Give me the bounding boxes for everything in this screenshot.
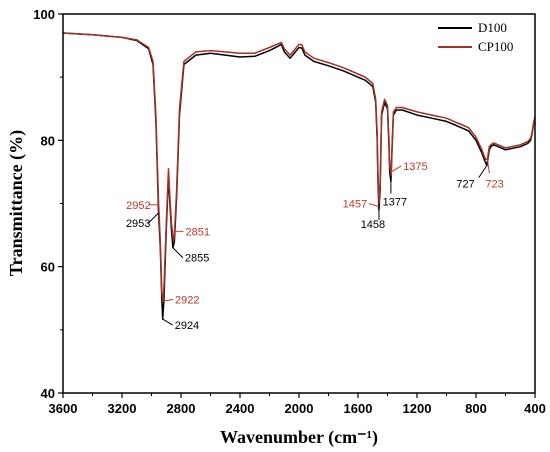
peak-label-2952: 2952 xyxy=(126,200,150,212)
peak-label-2953: 2953 xyxy=(126,218,150,230)
peak-label-1458: 1458 xyxy=(361,219,385,231)
x-axis-title: Wavenumber (cm⁻¹) xyxy=(220,427,378,448)
axes-layer: 3600 3200 2800 2400 2000 1600 1200 800 400 40 60 80… xyxy=(33,7,546,416)
legend-label-cp100: CP100 xyxy=(478,39,513,54)
annotation-leader xyxy=(148,212,159,224)
x-tick-label: 3200 xyxy=(108,401,137,416)
x-tick-label: 2400 xyxy=(226,401,255,416)
series-layer xyxy=(62,32,536,320)
peak-label-727: 727 xyxy=(456,179,474,191)
x-tick-label: 1200 xyxy=(403,401,432,416)
series-line-cp100 xyxy=(62,32,536,303)
peak-label-2924: 2924 xyxy=(175,320,199,332)
annotation-leader xyxy=(368,203,380,208)
legend: D100 CP100 xyxy=(438,20,513,54)
annotation-leader xyxy=(172,247,184,259)
x-tick-label: 1600 xyxy=(344,401,373,416)
x-tick-label: 2800 xyxy=(167,401,196,416)
x-tick-label: 400 xyxy=(524,401,546,416)
y-tick-label: 80 xyxy=(41,133,55,148)
annotation-leader xyxy=(486,159,490,174)
annotation-leader xyxy=(390,165,402,173)
peak-label-1377: 1377 xyxy=(383,196,407,208)
peak-label-2851: 2851 xyxy=(185,226,209,238)
annotation-layer: 2952 2953 2851 2855 2922 2924 1457 1458 1375 1377… xyxy=(126,159,504,332)
peak-label-1457: 1457 xyxy=(343,199,367,211)
y-tick-label: 60 xyxy=(41,260,55,275)
x-tick-label: 800 xyxy=(465,401,487,416)
annotation-leader xyxy=(162,298,174,302)
annotation-leader xyxy=(478,165,488,178)
y-tick-label: 40 xyxy=(41,386,55,401)
peak-label-2855: 2855 xyxy=(185,253,209,265)
x-tick-label: 3600 xyxy=(49,401,78,416)
peak-label-1375: 1375 xyxy=(403,161,427,173)
peak-label-2922: 2922 xyxy=(175,294,199,306)
y-axis-title: Transmittance (%) xyxy=(6,130,27,276)
x-tick-label: 2000 xyxy=(285,401,314,416)
annotation-leader xyxy=(162,318,173,326)
peak-label-723: 723 xyxy=(485,178,503,190)
y-tick-label: 100 xyxy=(33,7,55,22)
legend-label-d100: D100 xyxy=(478,20,507,35)
